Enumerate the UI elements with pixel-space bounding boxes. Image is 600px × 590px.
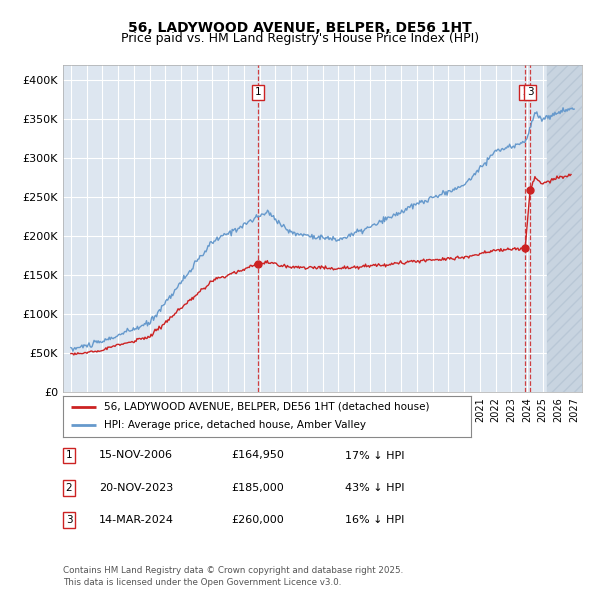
Text: Price paid vs. HM Land Registry's House Price Index (HPI): Price paid vs. HM Land Registry's House … — [121, 32, 479, 45]
Text: 1: 1 — [254, 87, 261, 97]
Text: 17% ↓ HPI: 17% ↓ HPI — [345, 451, 404, 460]
Text: 1: 1 — [65, 451, 73, 460]
Text: 14-MAR-2024: 14-MAR-2024 — [99, 516, 174, 525]
Text: 20-NOV-2023: 20-NOV-2023 — [99, 483, 173, 493]
Text: £260,000: £260,000 — [231, 516, 284, 525]
Text: 3: 3 — [527, 87, 533, 97]
Text: 56, LADYWOOD AVENUE, BELPER, DE56 1HT (detached house): 56, LADYWOOD AVENUE, BELPER, DE56 1HT (d… — [104, 402, 430, 411]
Text: HPI: Average price, detached house, Amber Valley: HPI: Average price, detached house, Ambe… — [104, 420, 366, 430]
Text: 2: 2 — [522, 87, 529, 97]
Text: Contains HM Land Registry data © Crown copyright and database right 2025.
This d: Contains HM Land Registry data © Crown c… — [63, 566, 403, 587]
Text: 15-NOV-2006: 15-NOV-2006 — [99, 451, 173, 460]
Bar — [547, 65, 582, 392]
Text: 16% ↓ HPI: 16% ↓ HPI — [345, 516, 404, 525]
Text: 2: 2 — [65, 483, 73, 493]
Text: £185,000: £185,000 — [231, 483, 284, 493]
Text: 56, LADYWOOD AVENUE, BELPER, DE56 1HT: 56, LADYWOOD AVENUE, BELPER, DE56 1HT — [128, 21, 472, 35]
Text: 43% ↓ HPI: 43% ↓ HPI — [345, 483, 404, 493]
Text: £164,950: £164,950 — [231, 451, 284, 460]
Bar — [547, 65, 582, 392]
Text: 3: 3 — [65, 516, 73, 525]
